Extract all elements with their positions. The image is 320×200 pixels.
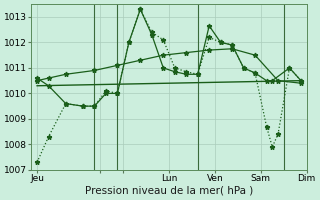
- X-axis label: Pression niveau de la mer( hPa ): Pression niveau de la mer( hPa ): [85, 186, 253, 196]
